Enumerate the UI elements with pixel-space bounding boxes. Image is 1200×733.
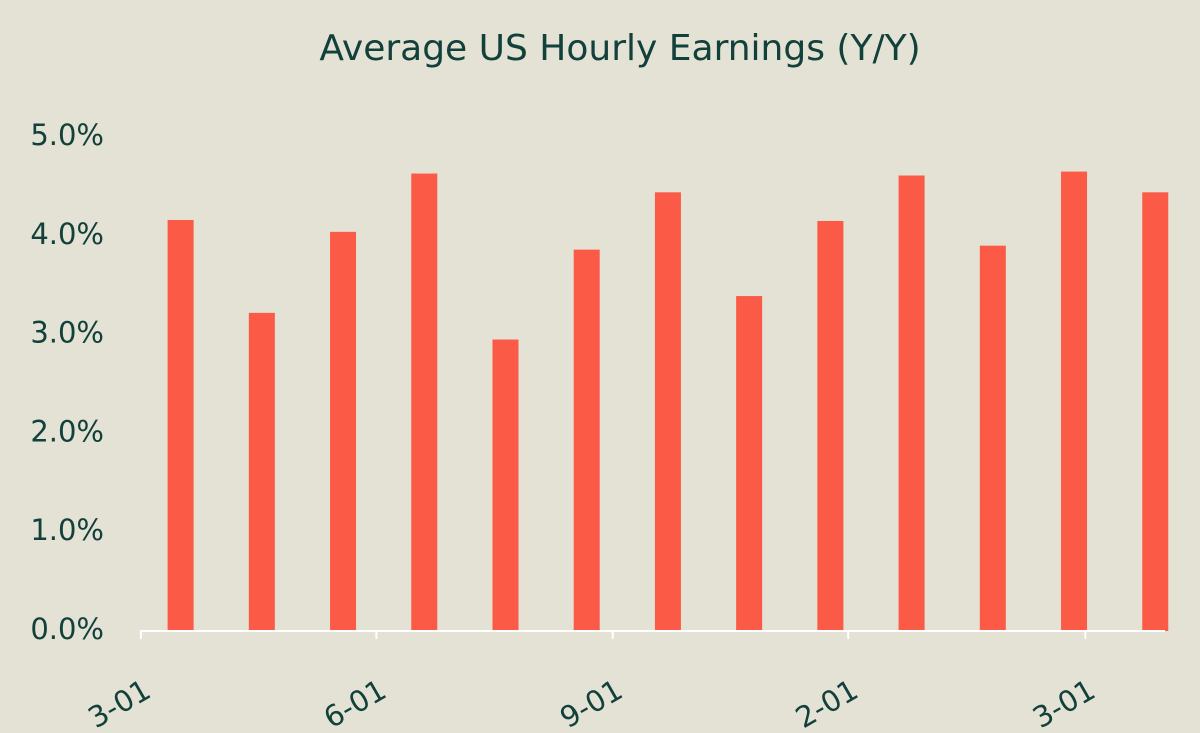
y-tick-label: 3.0% <box>30 316 104 350</box>
bar <box>330 231 357 631</box>
y-tick-label: 0.0% <box>30 612 104 646</box>
chart-title: Average US Hourly Earnings (Y/Y) <box>319 28 920 69</box>
bar <box>1061 171 1088 631</box>
bar <box>898 175 925 632</box>
bar <box>1142 192 1169 631</box>
bar <box>654 192 681 631</box>
bar <box>817 220 844 632</box>
y-tick-label: 2.0% <box>30 414 104 448</box>
y-tick-label: 5.0% <box>30 118 104 152</box>
bar <box>979 245 1006 631</box>
bar <box>573 249 600 631</box>
bar <box>736 296 763 631</box>
y-tick-label: 1.0% <box>30 513 104 547</box>
bar <box>167 219 194 631</box>
bar <box>248 312 275 631</box>
y-tick-label: 4.0% <box>30 217 104 251</box>
bar <box>492 339 519 631</box>
bar <box>411 173 438 631</box>
